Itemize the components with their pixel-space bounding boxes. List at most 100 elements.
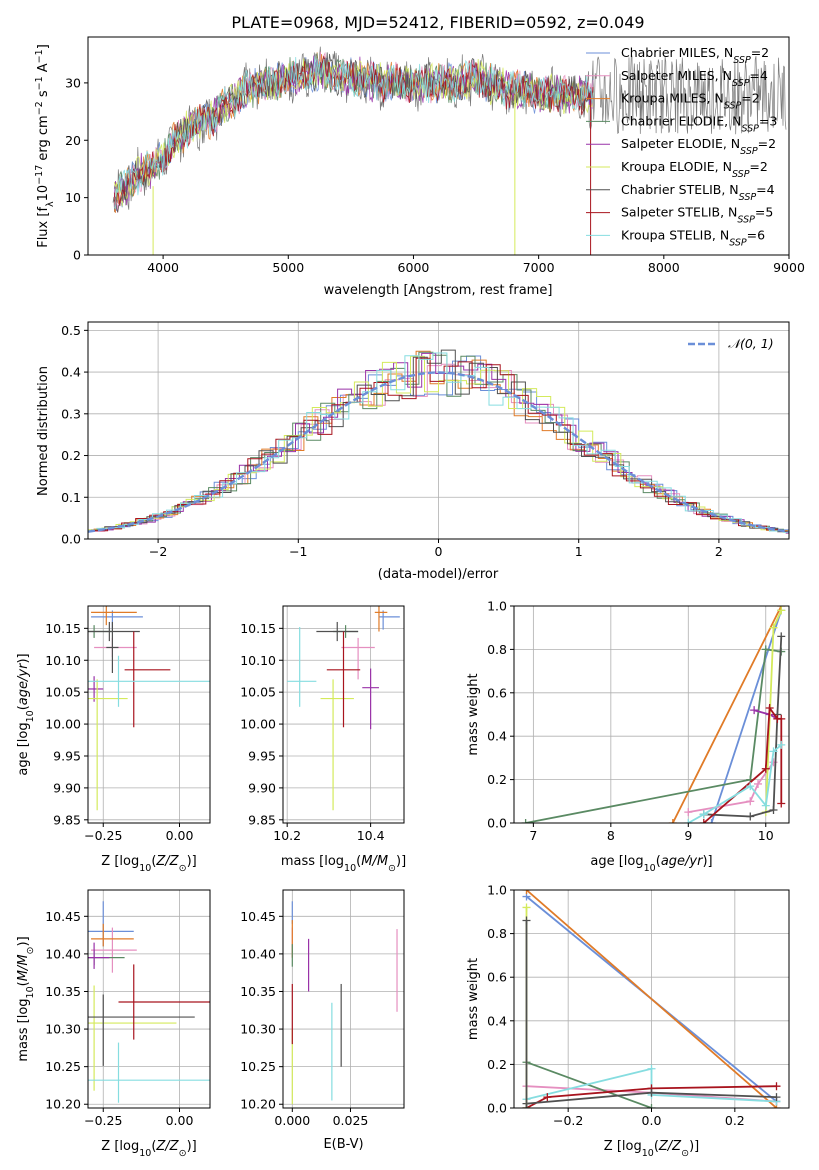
x-tick-label: −0.25	[84, 828, 122, 843]
series-line	[525, 648, 782, 823]
series-line	[687, 744, 782, 823]
x-tick-label: 8000	[648, 260, 680, 275]
series-marker	[772, 1082, 781, 1091]
hist-kroupa-elodie	[88, 355, 789, 531]
x-tick-label: 7000	[523, 260, 555, 275]
y-tick-label: 0.2	[61, 448, 81, 463]
y-tick-label: 10.20	[240, 1097, 276, 1112]
series-marker	[543, 1093, 552, 1102]
y-tick-label: 0.3	[61, 406, 81, 421]
legend-entry: Salpeter STELIB, NSSP=5	[621, 205, 773, 226]
panel-mass_vs_Z: −0.25 0.00 10.20 10.25 10.30 10.35 10.40 10.45 Z…	[16, 889, 211, 1159]
y-tick-label: 10.10	[45, 653, 81, 668]
y-tick-label: 1.0	[487, 599, 507, 614]
y-tick-label: 0.8	[487, 926, 507, 941]
series-marker	[746, 782, 755, 791]
y-tick-label: 10.40	[240, 946, 276, 961]
legend-entry: Salpeter ELODIE, NSSP=2	[621, 136, 776, 157]
y-tick-label: 9.90	[248, 780, 276, 795]
plot-area	[112, 46, 787, 255]
series-marker	[769, 623, 778, 632]
axes-frame	[87, 36, 790, 256]
x-axis-label: age [log10(age/yr)]	[590, 854, 712, 874]
y-tick-label: 0.1	[61, 490, 81, 505]
legend-entry: Chabrier ELODIE, NSSP=3	[621, 113, 777, 133]
axes-frame	[513, 605, 790, 824]
y-tick-label: 0.0	[61, 532, 81, 547]
x-axis-label: wavelength [Angstrom, rest frame]	[324, 283, 553, 298]
y-tick-label: 10.05	[45, 685, 81, 700]
series-marker	[521, 819, 530, 823]
x-axis-label: mass [log10(M/M⊙)]	[281, 854, 406, 874]
legend-entry: Kroupa ELODIE, NSSP=2	[621, 159, 768, 180]
series-line	[525, 890, 778, 1108]
x-tick-label: 0	[435, 544, 443, 559]
y-tick-label: 10	[65, 190, 81, 205]
x-tick-label: 2	[715, 544, 723, 559]
series-marker	[647, 1088, 656, 1097]
series-marker	[647, 1104, 656, 1108]
y-tick-label: 10.00	[240, 717, 276, 732]
series-line	[688, 761, 775, 813]
y-tick-label: 30	[65, 75, 81, 90]
y-axis-label: mass weight	[466, 958, 481, 1040]
x-tick-label: 10	[758, 828, 774, 843]
y-tick-label: 0.2	[487, 772, 507, 787]
y-tick-label: 9.95	[248, 748, 276, 763]
x-tick-label: 0.0	[642, 1113, 662, 1128]
plot-area	[522, 890, 781, 1108]
plot-area	[88, 901, 210, 1103]
series-marker	[761, 764, 770, 773]
plot-area	[521, 606, 786, 823]
y-axis-label: mass weight	[466, 673, 481, 755]
y-tick-label: 9.90	[53, 780, 81, 795]
y-tick-label: 0.5	[61, 323, 81, 338]
x-tick-label: 9000	[773, 260, 805, 275]
series-marker	[522, 890, 531, 894]
series-marker	[522, 1104, 531, 1108]
series-marker	[761, 645, 770, 654]
y-tick-label: 10.15	[45, 621, 81, 636]
series-marker	[769, 747, 778, 756]
x-tick-label: 6000	[398, 260, 430, 275]
series-marker	[777, 740, 786, 749]
y-tick-label: 10.10	[240, 653, 276, 668]
x-tick-label: 9	[684, 828, 692, 843]
legend-entry: 𝒩(0, 1)	[728, 336, 774, 351]
x-tick-label: 7	[529, 828, 537, 843]
series-line	[526, 1067, 777, 1103]
series-marker	[668, 819, 677, 823]
y-tick-label: 10.05	[240, 685, 276, 700]
x-tick-label: 0.2	[725, 1113, 745, 1128]
x-tick-label: 0.000	[274, 1113, 310, 1128]
y-tick-label: 0	[73, 248, 81, 263]
y-tick-label: 9.85	[248, 812, 276, 827]
axes-frame	[87, 605, 211, 824]
y-tick-label: 0.6	[487, 970, 507, 985]
y-tick-label: 10.15	[240, 621, 276, 636]
normal-curve	[88, 371, 789, 533]
x-axis-label: (data-model)/error	[378, 567, 499, 582]
y-tick-label: 10.30	[45, 1022, 81, 1037]
y-tick-label: 0.0	[487, 1101, 507, 1116]
y-tick-label: 10.40	[45, 946, 81, 961]
x-tick-label: 0.00	[166, 828, 194, 843]
legend-entry: Salpeter MILES, NSSP=4	[621, 68, 768, 89]
x-axis-label: E(B-V)	[323, 1137, 363, 1152]
x-tick-label: 10.4	[357, 828, 385, 843]
y-tick-label: 10.45	[45, 909, 81, 924]
x-tick-label: 0.00	[166, 1113, 194, 1128]
plot-layer: 4000 5000 6000 7000 8000 90000102030Chabrier …	[16, 36, 805, 1159]
y-tick-label: 0.0	[487, 816, 507, 831]
panel-weight_vs_age: 7 8 9 10 0.0 0.2 0.4 0.6 0.8 1.0 age [log10(age/yr…	[466, 599, 790, 874]
y-tick-label: 0.2	[487, 1057, 507, 1072]
y-tick-label: 10.20	[45, 1097, 81, 1112]
y-tick-label: 9.85	[53, 812, 81, 827]
legend-entry: Chabrier MILES, NSSP=2	[621, 45, 769, 66]
plot-area	[88, 349, 789, 534]
x-tick-label: 8	[607, 828, 615, 843]
y-tick-label: 1.0	[487, 883, 507, 898]
y-tick-label: 0.4	[61, 365, 81, 380]
y-axis-label: Normed distribution	[36, 366, 51, 496]
